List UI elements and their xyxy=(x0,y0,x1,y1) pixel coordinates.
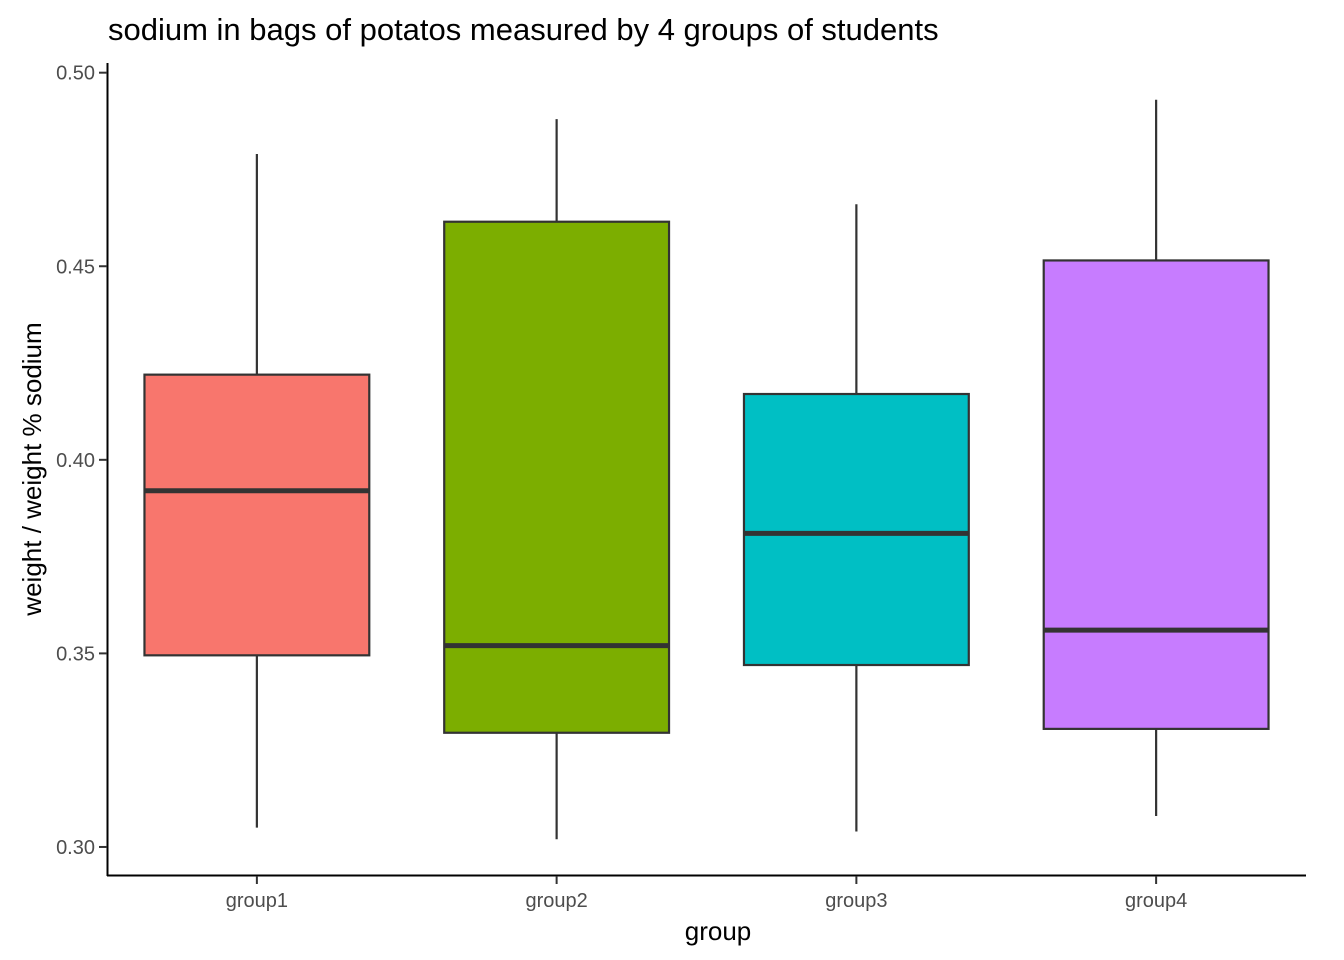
y-tick-label: 0.45 xyxy=(56,256,95,278)
box-group1 xyxy=(143,153,371,828)
x-tick-label: group2 xyxy=(525,890,587,912)
box-group4 xyxy=(1042,99,1270,816)
x-tick-label: group1 xyxy=(226,890,288,912)
box-group2 xyxy=(443,119,671,840)
y-tick-label: 0.35 xyxy=(56,643,95,665)
x-tick-label: group3 xyxy=(825,890,887,912)
y-tick-label: 0.30 xyxy=(56,837,95,859)
box-body-group2 xyxy=(443,220,671,734)
x-tick-label: group4 xyxy=(1125,890,1187,912)
y-axis-ticks: 0.30 0.35 0.40 0.45 0.50 xyxy=(56,63,107,859)
box-group3 xyxy=(742,204,970,832)
x-axis-ticks: group1 group2 group3 group4 xyxy=(226,876,1187,912)
box-body-group1 xyxy=(143,373,371,657)
box-body-group3 xyxy=(742,392,970,667)
y-tick-label: 0.50 xyxy=(56,63,95,85)
chart-title: sodium in bags of potatos measured by 4 … xyxy=(108,12,939,47)
x-axis-title: group xyxy=(685,916,752,946)
y-axis-title: weight / weight % sodium xyxy=(17,322,47,616)
box-body-group4 xyxy=(1042,259,1270,730)
y-tick-label: 0.40 xyxy=(56,450,95,472)
plot-area xyxy=(143,99,1270,840)
